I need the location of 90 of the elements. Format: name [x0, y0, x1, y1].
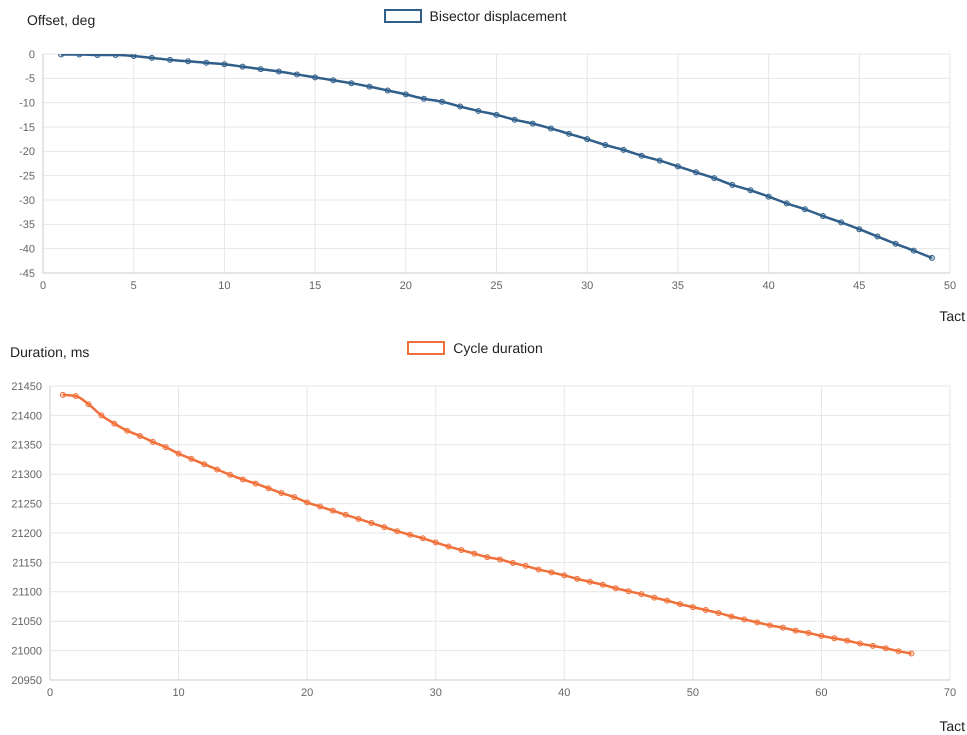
- point: [530, 120, 536, 127]
- point: [276, 68, 282, 75]
- point: [820, 213, 826, 220]
- x-tick-label: 70: [944, 686, 956, 699]
- y-tick-label: -15: [19, 122, 35, 134]
- point: [166, 56, 173, 63]
- point: [838, 219, 844, 226]
- point: [566, 130, 572, 137]
- y-tick-label: 21150: [12, 557, 42, 570]
- x-tick-label: 10: [172, 686, 185, 699]
- point: [784, 200, 790, 206]
- point: [638, 152, 645, 159]
- point: [330, 77, 336, 84]
- x-tick-label: 30: [581, 280, 594, 292]
- point: [674, 163, 681, 170]
- x-tick-label: 30: [430, 686, 442, 699]
- y-tick-label: 21200: [11, 528, 42, 540]
- x-tick-label: 40: [762, 280, 775, 292]
- point: [512, 116, 518, 123]
- point: [402, 91, 409, 98]
- y-tick-label: 21100: [12, 586, 42, 599]
- x-tick-label: 15: [308, 280, 322, 292]
- point: [602, 142, 608, 148]
- x-tick-label: 40: [558, 686, 570, 699]
- y-axis-title: Duration, ms: [10, 344, 90, 360]
- point: [240, 64, 246, 70]
- point: [475, 108, 482, 114]
- x-axis-title: Tact: [939, 308, 965, 324]
- y-axis-title: Offset, deg: [27, 12, 96, 28]
- point: [294, 71, 300, 78]
- y-tick-label: -10: [19, 98, 35, 110]
- point: [221, 61, 228, 68]
- y-tick-label: -20: [19, 146, 35, 158]
- point: [148, 54, 155, 61]
- point: [747, 187, 754, 194]
- y-tick-label: 21300: [11, 469, 42, 482]
- y-tick-label: 21000: [11, 646, 42, 658]
- y-tick-label: -45: [19, 268, 35, 280]
- x-axis-title: Tact: [939, 718, 965, 734]
- legend-label: Bisector displacement: [430, 8, 566, 24]
- point: [494, 112, 500, 118]
- point: [439, 98, 446, 105]
- y-tick-label: 20950: [11, 674, 42, 687]
- point: [203, 60, 210, 66]
- point: [130, 54, 137, 59]
- y-tick-label: 21400: [11, 410, 42, 422]
- y-tick-label: 21450: [11, 380, 42, 393]
- x-tick-label: 50: [944, 280, 956, 292]
- point: [548, 125, 554, 132]
- x-tick-label: 0: [46, 686, 54, 699]
- point: [348, 80, 354, 86]
- x-tick-label: 35: [672, 280, 684, 292]
- point: [892, 240, 899, 247]
- x-tick-label: 60: [815, 686, 828, 699]
- point: [928, 254, 935, 261]
- point: [802, 206, 808, 212]
- x-tick-label: 45: [853, 280, 866, 292]
- point: [620, 146, 626, 153]
- x-tick-label: 20: [301, 686, 314, 699]
- x-tick-label: 25: [490, 280, 503, 292]
- point: [711, 175, 718, 182]
- point: [258, 66, 264, 72]
- y-tick-label: -25: [19, 170, 35, 183]
- y-tick-label: 21350: [11, 440, 42, 452]
- point: [656, 158, 663, 164]
- point: [766, 194, 772, 200]
- y-tick-label: 0: [28, 48, 35, 61]
- point: [420, 96, 427, 102]
- point: [693, 169, 700, 176]
- point: [457, 104, 464, 110]
- y-tick-label: 21050: [11, 616, 42, 628]
- y-tick-label: -30: [19, 194, 35, 207]
- point: [910, 248, 917, 254]
- x-tick-label: 50: [686, 686, 699, 699]
- y-tick-label: -40: [19, 244, 35, 256]
- point: [874, 234, 880, 240]
- y-tick-label: -35: [19, 219, 35, 232]
- x-tick-label: 5: [130, 280, 137, 292]
- point: [584, 136, 590, 142]
- point: [312, 74, 318, 80]
- point: [366, 84, 373, 90]
- point: [729, 182, 736, 188]
- point: [856, 226, 862, 232]
- point: [185, 58, 192, 64]
- x-tick-label: 20: [400, 280, 412, 292]
- legend-label: Cycle duration: [453, 340, 543, 356]
- x-tick-label: 10: [218, 280, 231, 292]
- point: [384, 88, 391, 94]
- y-tick-label: 21250: [11, 498, 42, 511]
- y-tick-label: -5: [25, 73, 35, 86]
